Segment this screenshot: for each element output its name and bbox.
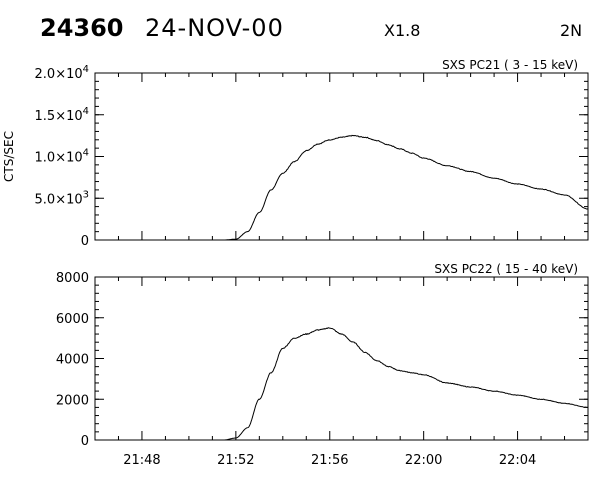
- x-tick-label: 22:00: [405, 453, 442, 468]
- y-tick-label: 2000: [56, 393, 89, 408]
- flare-class: X1.8: [384, 21, 421, 40]
- flare-position: 2N: [560, 21, 583, 40]
- y-tick-label: 1.5×104: [35, 106, 89, 124]
- y-tick-label: 0: [81, 434, 89, 449]
- x-tick-label: 22:04: [499, 453, 536, 468]
- panel-1: SXS PC21 ( 3 - 15 keV) 0 5.0×103 1.0×104 1.5…: [2, 58, 589, 249]
- x-tick-label: 21:56: [311, 453, 348, 468]
- lightcurve-line: [188, 327, 588, 441]
- event-date: 24-NOV-00: [145, 14, 284, 42]
- y-tick-label: 5.0×103: [35, 189, 89, 207]
- panel-title: SXS PC22 ( 15 - 40 keV): [434, 262, 578, 276]
- y-axis-label: CTS/SEC: [2, 131, 16, 182]
- y-tick-label: 0: [81, 234, 89, 249]
- event-number: 24360: [40, 14, 124, 42]
- panel-title: SXS PC21 ( 3 - 15 keV): [442, 58, 578, 72]
- y-tick-label: 8000: [56, 271, 89, 286]
- panel-2: SXS PC22 ( 15 - 40 keV) 0 2000 4000 6000 8000…: [56, 262, 589, 468]
- plot-frame: [94, 72, 589, 241]
- plot-frame: [94, 276, 589, 441]
- y-tick-label: 1.0×104: [35, 148, 89, 166]
- y-tick-label: 2.0×104: [35, 64, 89, 82]
- y-tick-label: 6000: [56, 312, 89, 327]
- lightcurve-line: [188, 134, 588, 241]
- x-tick-label: 21:48: [123, 453, 160, 468]
- x-tick-label: 21:52: [217, 453, 254, 468]
- y-tick-label: 4000: [56, 353, 89, 368]
